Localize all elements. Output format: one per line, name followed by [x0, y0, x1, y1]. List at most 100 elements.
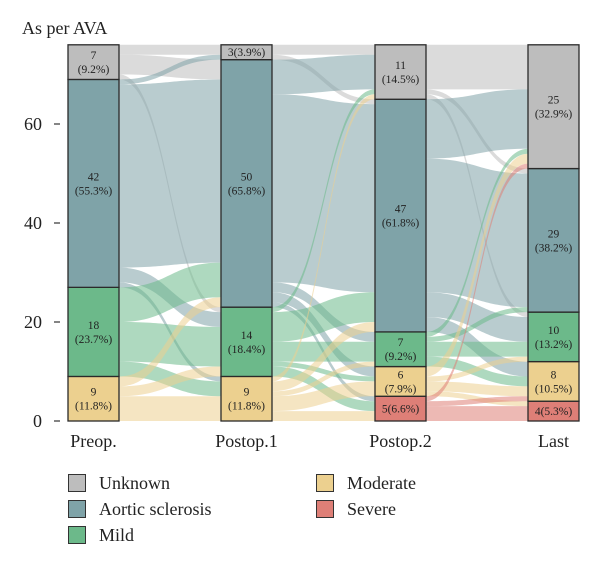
- flow-mild-to-aortic-sclerosis: [426, 307, 528, 342]
- bar-postop-1-aortic-sclerosis: [220, 59, 273, 308]
- legend-swatch-severe: [316, 500, 334, 518]
- bar-label-postop-1-moderate: (11.8%): [228, 401, 265, 413]
- legend-label-unknown: Unknown: [99, 472, 170, 493]
- bar-preop-unknown: [67, 44, 120, 81]
- flow-severe-to-moderate: [426, 396, 528, 407]
- bar-label-postop-2-aortic-sclerosis: 47: [395, 204, 407, 216]
- bar-postop-1-moderate: [220, 375, 273, 422]
- legend-label-mild: Mild: [99, 524, 135, 545]
- x-category-postop-1: Postop.1: [215, 431, 278, 451]
- bar-label-postop-1-mild: (18.4%): [228, 344, 266, 356]
- bar-label-postop-2-aortic-sclerosis: (61.8%): [382, 218, 420, 230]
- bar-last-unknown: [527, 44, 580, 170]
- bar-label-last-mild: (13.2%): [535, 339, 573, 351]
- flow-moderate-to-unknown: [426, 153, 528, 377]
- flow-aortic-sclerosis-to-aortic-sclerosis: [272, 94, 375, 293]
- x-category-postop-2: Postop.2: [369, 431, 432, 451]
- flow-unknown-to-unknown: [426, 44, 528, 90]
- flow-moderate-to-aortic-sclerosis: [119, 297, 221, 387]
- bar-label-postop-2-mild: (9.2%): [385, 351, 417, 363]
- flow-mild-to-mild: [426, 341, 528, 357]
- flow-moderate-to-aortic-sclerosis: [272, 322, 375, 392]
- bar-label-preop-aortic-sclerosis: (55.3%): [75, 185, 113, 197]
- flow-mild-to-unknown: [272, 89, 375, 313]
- bar-label-postop-1-moderate: 9: [244, 387, 250, 399]
- sankey-chart: As per AVA 0 20 40 60 9 (11.8%) 18 (23.7%) 42 (5…: [22, 18, 580, 451]
- flow-moderate-to-mild: [119, 366, 221, 397]
- bar-label-preop-aortic-sclerosis: 42: [88, 171, 100, 183]
- bar-label-postop-2-moderate: 6: [398, 369, 404, 381]
- flow-moderate-to-severe: [426, 391, 528, 407]
- bar-last-moderate: [527, 360, 580, 402]
- bar-label-postop-1-aortic-sclerosis: 50: [241, 171, 253, 183]
- flow-aortic-sclerosis-to-aortic-sclerosis: [426, 158, 528, 308]
- x-category-last: Last: [538, 431, 569, 451]
- stage-bars: 9 (11.8%) 18 (23.7%) 42 (55.3%) 7 (9.2%) 9 (11.8%…: [67, 44, 580, 422]
- bar-postop-2-unknown: [374, 44, 427, 100]
- bar-label-preop-moderate: (11.8%): [75, 401, 112, 413]
- bar-last-mild: [527, 311, 580, 363]
- flow-aortic-sclerosis-to-unknown: [119, 54, 221, 85]
- bar-label-postop-1-mild: 14: [241, 330, 253, 342]
- y-axis-label: As per AVA: [22, 18, 107, 38]
- legend-swatch-moderate: [316, 474, 334, 492]
- legend-swatch-aortic-sclerosis: [68, 500, 86, 518]
- x-category-preop: Preop.: [70, 431, 117, 451]
- legend-item-severe: Severe: [316, 498, 396, 520]
- x-axis-categories: Preop. Postop.1 Postop.2 Last: [70, 431, 569, 451]
- bar-label-preop-unknown: 7: [91, 50, 97, 62]
- bar-label-postop-2-severe: 5(6.6%): [382, 404, 420, 416]
- flow-ribbons: [119, 44, 528, 421]
- flow-mild-to-aortic-sclerosis: [272, 292, 375, 342]
- bar-label-preop-mild: (23.7%): [75, 334, 113, 346]
- bar-preop-mild: [67, 286, 120, 378]
- bar-label-postop-1-aortic-sclerosis: (65.8%): [228, 185, 266, 197]
- bar-label-last-aortic-sclerosis: 29: [548, 228, 560, 240]
- bar-label-preop-mild: 18: [88, 320, 100, 332]
- flow-aortic-sclerosis-to-aortic-sclerosis: [119, 79, 221, 268]
- flow-moderate-to-moderate: [426, 381, 528, 397]
- bar-label-last-severe: 4(5.3%): [535, 406, 573, 418]
- legend-swatch-unknown: [68, 474, 86, 492]
- bar-postop-1-unknown: [220, 44, 273, 61]
- legend-label-aortic-sclerosis: Aortic sclerosis: [99, 498, 212, 519]
- bar-label-postop-1-unknown: 3(3.9%): [228, 47, 266, 59]
- flow-severe-to-severe: [426, 406, 528, 421]
- y-tick-label: 40: [24, 213, 42, 233]
- bar-label-postop-2-mild: 7: [398, 337, 404, 349]
- bar-label-last-aortic-sclerosis: (38.2%): [535, 242, 573, 254]
- legend-label-severe: Severe: [347, 498, 396, 519]
- flow-aortic-sclerosis-to-unknown: [426, 89, 528, 159]
- flow-aortic-sclerosis-to-moderate: [272, 292, 375, 377]
- bar-preop-moderate: [67, 375, 120, 422]
- bar-label-postop-2-unknown: 11: [395, 60, 406, 72]
- legend-item-unknown: Unknown: [68, 472, 170, 494]
- flow-aortic-sclerosis-to-unknown: [272, 54, 375, 95]
- legend-item-moderate: Moderate: [316, 472, 416, 494]
- legend-swatch-mild: [68, 526, 86, 544]
- flow-mild-to-unknown: [426, 148, 528, 337]
- legend: Unknown Moderate Aortic sclerosis Severe…: [68, 472, 528, 552]
- bar-preop-aortic-sclerosis: [67, 78, 120, 288]
- bar-label-postop-2-moderate: (7.9%): [385, 383, 417, 395]
- bar-label-postop-2-unknown: (14.5%): [382, 74, 420, 86]
- flow-moderate-to-mild: [272, 361, 375, 397]
- flow-moderate-to-unknown: [272, 94, 375, 382]
- legend-item-mild: Mild: [68, 524, 134, 546]
- flow-unknown-to-unknown: [119, 44, 221, 55]
- bar-postop-1-mild: [220, 306, 273, 378]
- legend-item-aortic-sclerosis: Aortic sclerosis: [68, 498, 211, 520]
- bar-label-preop-moderate: 9: [91, 387, 97, 399]
- y-tick-label: 60: [24, 114, 42, 134]
- bar-label-preop-unknown: (9.2%): [78, 64, 110, 76]
- flow-mild-to-aortic-sclerosis: [119, 262, 221, 322]
- bar-label-last-moderate: 8: [551, 369, 557, 381]
- bar-label-last-unknown: 25: [548, 95, 560, 107]
- bar-last-aortic-sclerosis: [527, 167, 580, 313]
- y-axis-ticks: 0 20 40 60: [24, 114, 60, 431]
- flow-severe-to-unknown: [426, 163, 528, 402]
- flow-moderate-to-moderate: [272, 381, 375, 412]
- flow-moderate-to-severe: [272, 411, 375, 421]
- bar-postop-2-severe: [374, 395, 427, 422]
- bar-label-last-mild: 10: [548, 325, 560, 337]
